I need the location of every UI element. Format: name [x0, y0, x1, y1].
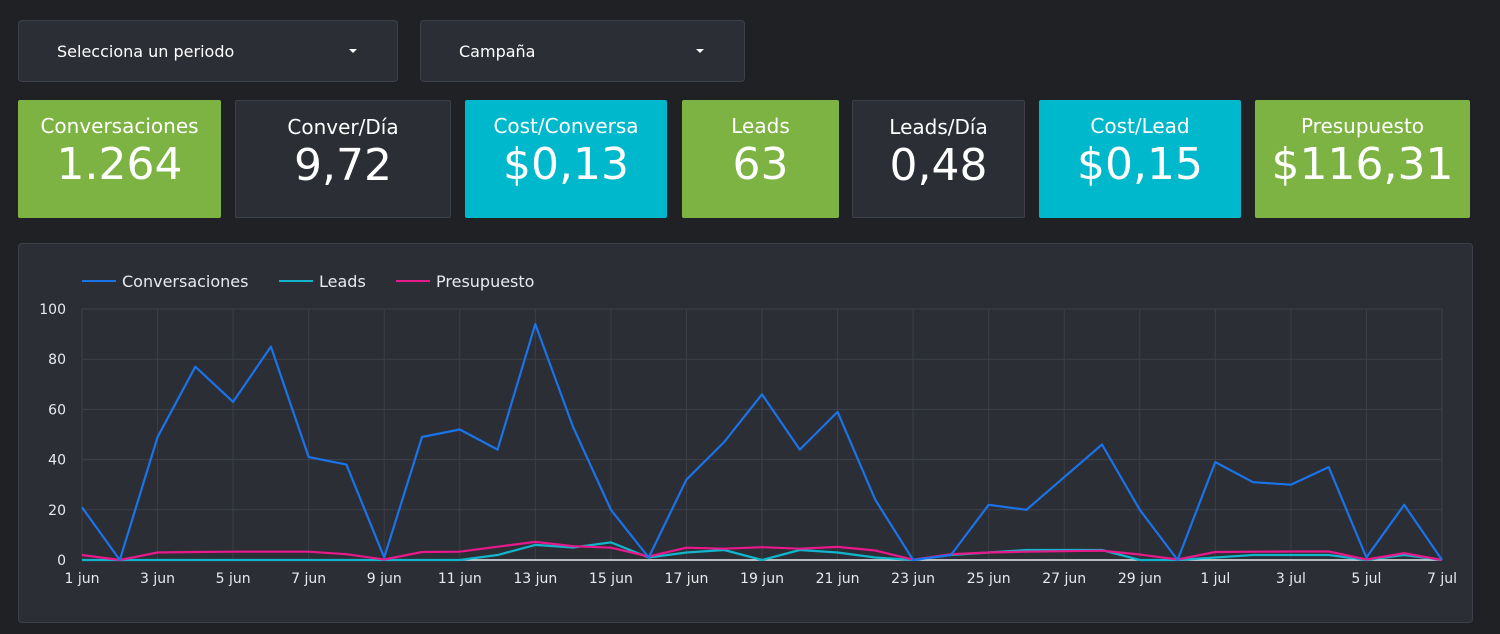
kpi-value: $116,31: [1271, 139, 1454, 190]
series-line-leads: [82, 541, 1443, 562]
x-tick-label: 17 jun: [664, 571, 708, 587]
x-tick-label: 21 jun: [816, 571, 860, 587]
kpi-label: Cost/Conversa: [493, 114, 639, 138]
kpi-card-leads-dia: Leads/Día 0,48: [852, 100, 1025, 218]
x-tick-label: 5 jun: [216, 571, 251, 587]
y-tick-label: 80: [48, 352, 66, 368]
legend-item-leads[interactable]: Leads: [279, 270, 366, 292]
y-tick-label: 60: [48, 402, 66, 418]
kpi-card-presupuesto: Presupuesto $116,31: [1255, 100, 1470, 218]
legend-label: Presupuesto: [436, 271, 535, 291]
kpi-card-conversaciones: Conversaciones 1.264: [18, 100, 221, 218]
x-tick-label: 15 jun: [589, 571, 633, 587]
kpi-label: Conver/Día: [287, 115, 399, 139]
x-tick-label: 19 jun: [740, 571, 784, 587]
series-line-conversaciones: [81, 323, 1443, 562]
kpi-value: 63: [732, 139, 789, 190]
legend-label: Leads: [319, 271, 366, 291]
y-tick-label: 0: [57, 553, 66, 569]
x-tick-label: 23 jun: [891, 571, 935, 587]
chevron-down-icon: [696, 49, 704, 53]
campaign-dropdown-label: Campaña: [459, 41, 536, 61]
legend-item-presupuesto[interactable]: Presupuesto: [396, 270, 534, 292]
legend-swatch: [396, 280, 430, 282]
x-tick-label: 7 jun: [291, 571, 326, 587]
x-tick-label: 3 jun: [140, 571, 175, 587]
x-tick-label: 13 jun: [513, 571, 557, 587]
x-tick-label: 1 jun: [65, 571, 100, 587]
kpi-label: Leads/Día: [889, 115, 988, 139]
legend-label: Conversaciones: [122, 271, 249, 291]
campaign-dropdown[interactable]: Campaña: [420, 20, 745, 82]
y-tick-label: 100: [39, 302, 66, 318]
y-tick-label: 20: [48, 503, 66, 519]
x-tick-label: 11 jun: [438, 571, 482, 587]
y-tick-label: 40: [48, 453, 66, 469]
x-tick-label: 9 jun: [367, 571, 402, 587]
chevron-down-icon: [349, 49, 357, 53]
kpi-value: 1.264: [56, 139, 183, 190]
kpi-value: $0,13: [503, 139, 629, 190]
period-dropdown[interactable]: Selecciona un periodo: [18, 20, 398, 82]
x-tick-label: 29 jun: [1118, 571, 1162, 587]
x-tick-label: 27 jun: [1042, 571, 1086, 587]
x-tick-label: 5 jul: [1351, 571, 1381, 587]
period-dropdown-label: Selecciona un periodo: [57, 41, 235, 61]
legend-swatch: [279, 280, 313, 282]
x-tick-label: 1 jul: [1200, 571, 1230, 587]
kpi-value: 0,48: [889, 140, 988, 191]
kpi-card-conver-dia: Conver/Día 9,72: [235, 100, 451, 218]
legend-swatch: [82, 280, 116, 282]
kpi-label: Cost/Lead: [1090, 114, 1190, 138]
kpi-value: 9,72: [294, 140, 392, 191]
x-tick-label: 7 jul: [1427, 571, 1457, 587]
x-tick-label: 25 jun: [967, 571, 1011, 587]
legend-item-conversaciones[interactable]: Conversaciones: [82, 270, 248, 292]
kpi-card-cost-lead: Cost/Lead $0,15: [1039, 100, 1241, 218]
kpi-label: Leads: [731, 114, 790, 138]
kpi-label: Conversaciones: [40, 114, 199, 138]
x-tick-label: 3 jul: [1276, 571, 1306, 587]
series-line-presupuesto: [81, 540, 1443, 562]
kpi-value: $0,15: [1077, 139, 1203, 190]
kpi-card-cost-conversa: Cost/Conversa $0,13: [465, 100, 667, 218]
kpi-card-leads: Leads 63: [682, 100, 839, 218]
kpi-label: Presupuesto: [1300, 114, 1425, 138]
